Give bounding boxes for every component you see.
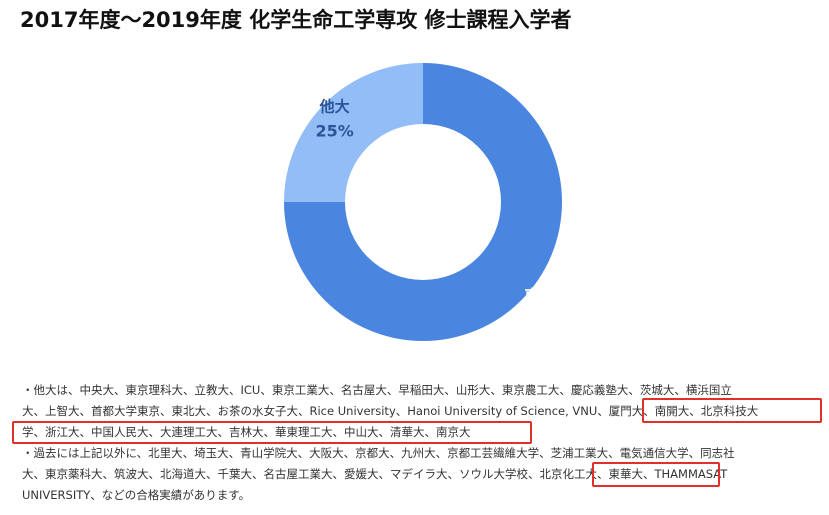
note-line: ・他大は、中央大、東京理科大、立教大、ICU、東京工業大、名古屋大、早稲田大、山… (22, 383, 732, 397)
note-line: UNIVERSITY、などの合格実績があります。 (22, 488, 251, 502)
note-line: 学、浙江大、中国人民大、大連理工大、吉林大、華東理工大、中山大、清華大、南京大 (22, 425, 471, 439)
donut-slices (284, 63, 562, 341)
donut-chart: 東大 75% 他大 25% (284, 63, 562, 341)
slice-value-label: 75% (520, 310, 558, 329)
note-line: ・過去には上記以外に、北里大、埼玉大、青山学院大、大阪大、京都大、九州大、京都工… (22, 446, 735, 460)
page-title: 2017年度〜2019年度 化学生命工学専攻 修士課程入学者 (20, 8, 572, 32)
donut-labels: 東大 75% 他大 25% (315, 98, 558, 330)
slice-category-label: 他大 (319, 98, 350, 116)
notes-section: ・他大は、中央大、東京理科大、立教大、ICU、東京工業大、名古屋大、早稲田大、山… (22, 380, 822, 506)
slice-category-label: 東大 (524, 286, 554, 304)
donut-slice-2 (284, 63, 423, 202)
note-line: 大、上智大、首都大学東京、東北大、お茶の水女子大、Rice University… (22, 404, 759, 418)
donut-slice-1 (284, 63, 562, 341)
slice-value-label: 25% (315, 122, 353, 141)
note-line: 大、東京薬科大、筑波大、北海道大、千葉大、名古屋工業大、愛媛大、マデイラ大、ソウ… (22, 467, 728, 481)
